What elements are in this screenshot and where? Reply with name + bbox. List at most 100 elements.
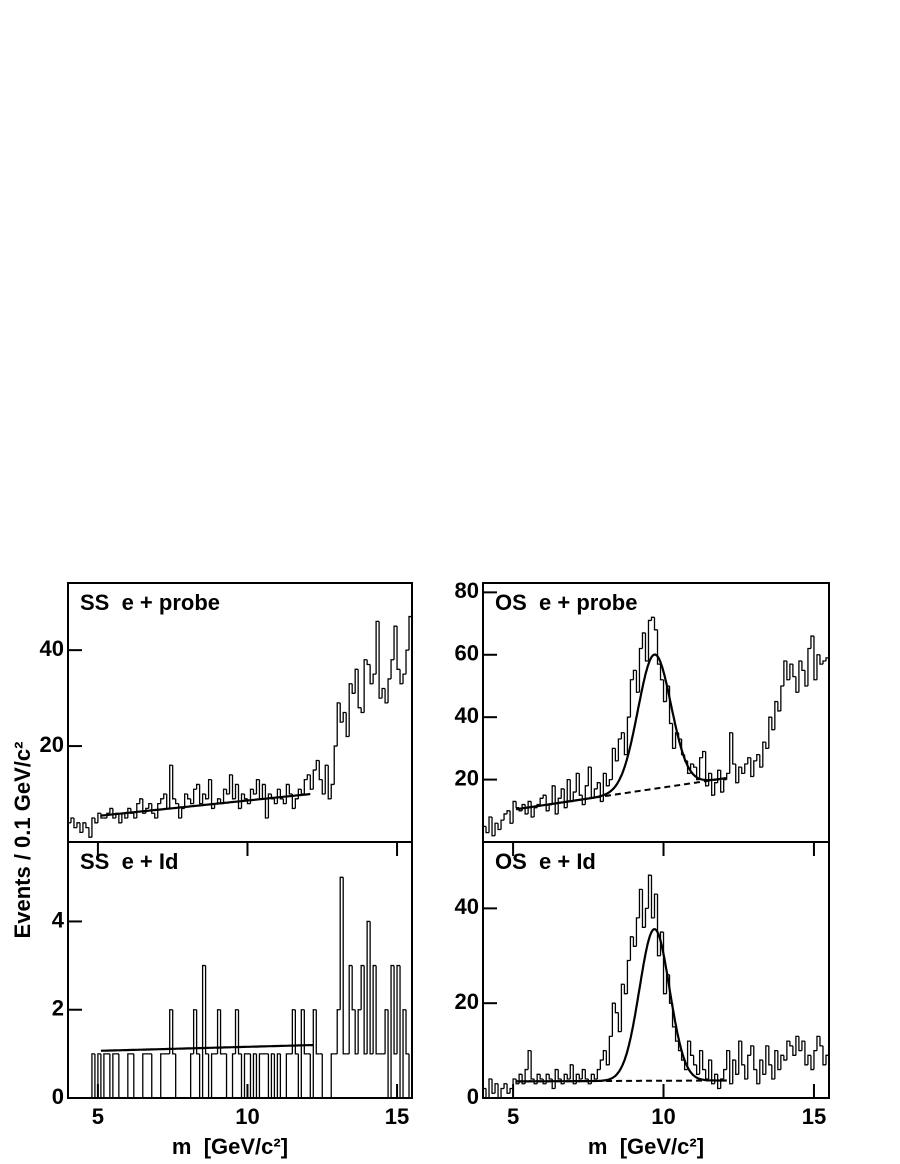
histogram-bin [315, 759, 320, 771]
histogram-bin [321, 1053, 326, 1099]
histogram-bin [387, 678, 392, 703]
histogram-bin [599, 782, 604, 803]
histogram-bin [312, 769, 317, 790]
y-tick-label: 40 [455, 703, 479, 728]
histogram-bin [255, 778, 260, 795]
histogram-bin [813, 1049, 817, 1070]
histogram-bin [267, 793, 272, 819]
x-tick-label: 10 [235, 1104, 259, 1129]
histogram-bin [804, 1041, 808, 1066]
histogram-bin [198, 784, 203, 805]
histogram-bin [632, 936, 637, 947]
histogram-bin [695, 1064, 700, 1075]
histogram-bin [686, 1040, 691, 1070]
histogram-bin [780, 1054, 784, 1070]
histogram-bin [372, 673, 377, 684]
histogram-bin [756, 753, 760, 761]
histogram-bin [225, 1053, 230, 1099]
histogram-bin [533, 807, 538, 818]
histogram-bin [306, 774, 311, 780]
histogram-bin [623, 984, 628, 995]
panel-label: SS e + probe [80, 590, 220, 615]
histogram-bin [396, 626, 401, 670]
histogram-bin [192, 788, 197, 804]
histogram-bin [596, 782, 601, 789]
histogram-bin [548, 1074, 553, 1080]
histogram-bin [276, 788, 281, 804]
histogram-bin [339, 702, 344, 723]
histogram-bin [330, 1053, 335, 1098]
histogram-bin [312, 1009, 317, 1098]
histogram-bin [288, 784, 293, 795]
histogram-bin [106, 812, 110, 819]
histogram-bin [276, 1053, 281, 1098]
histogram-bin [726, 1049, 730, 1070]
histogram-bin [807, 647, 811, 686]
histogram-bin [204, 965, 209, 1055]
histogram-bin [611, 747, 616, 780]
histogram-bin [768, 716, 772, 749]
histogram-bin [318, 760, 323, 781]
histogram-bin [91, 817, 95, 838]
histogram-bin [750, 757, 754, 778]
fit-curve [516, 928, 727, 1083]
histogram-bin [351, 683, 356, 694]
histogram-bin [503, 813, 508, 821]
histogram-bin [650, 616, 655, 621]
histogram-bin [252, 1053, 257, 1098]
y-tick-label: 20 [455, 989, 479, 1014]
histogram-bin [795, 676, 799, 693]
histogram-bin [771, 1064, 775, 1080]
histogram-bin [647, 619, 652, 662]
histogram-bin [157, 802, 161, 819]
histogram-bin [578, 773, 583, 796]
histogram-bin [291, 794, 296, 810]
histogram-bin [127, 807, 131, 819]
histogram-bin [626, 716, 631, 755]
histogram-bin [512, 800, 517, 824]
histogram-bin [201, 793, 206, 804]
histogram-bin [151, 1053, 155, 1099]
histogram-bin [683, 1060, 688, 1071]
histogram-bin [348, 683, 353, 737]
histogram-bin [653, 893, 658, 918]
histogram-bin [620, 983, 625, 1032]
histogram-bin [393, 625, 398, 660]
histogram-bin [294, 1009, 299, 1055]
histogram-bin [396, 964, 401, 1054]
histogram-bin [315, 1009, 320, 1055]
histogram-bin [599, 1059, 604, 1070]
histogram-bin [366, 920, 371, 1054]
histogram-bin [393, 965, 398, 1055]
histogram-bin [497, 823, 502, 831]
histogram-bin [351, 965, 356, 1011]
histogram-bin [656, 894, 661, 957]
histogram-bin [756, 1069, 760, 1085]
histogram-bin [402, 673, 407, 684]
histogram-bin [786, 661, 790, 681]
histogram-bin [148, 802, 152, 809]
histogram-bin [70, 817, 74, 823]
histogram-bin [704, 751, 709, 787]
histogram-bin [258, 1053, 263, 1098]
histogram-bin [548, 803, 553, 811]
histogram-bin [753, 1045, 757, 1071]
histogram-bin [237, 784, 242, 810]
histogram-bin [614, 748, 619, 762]
histogram-bin [786, 1040, 790, 1061]
histogram-bin [819, 654, 823, 665]
histogram-bin [738, 1040, 742, 1075]
histogram-bin [282, 798, 287, 805]
histogram-bin [602, 1049, 607, 1061]
fit-line [100, 792, 311, 817]
histogram-bin [169, 764, 173, 809]
histogram-bin [689, 1041, 694, 1056]
histogram-bin [524, 1068, 529, 1084]
histogram-bin [569, 1064, 574, 1080]
histogram-bin [363, 965, 368, 1055]
histogram-bin [354, 1009, 359, 1055]
histogram-bin [611, 1002, 616, 1037]
histogram-bin [354, 668, 359, 694]
histogram-bin [638, 888, 643, 918]
histogram-bin [584, 785, 589, 805]
